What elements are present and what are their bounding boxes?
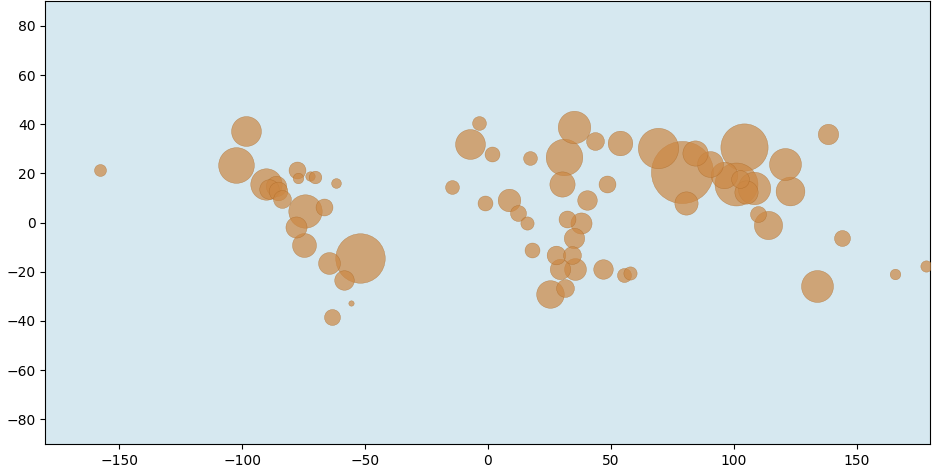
- Point: [821, 130, 836, 137]
- Point: [274, 195, 290, 203]
- Point: [702, 160, 717, 168]
- Point: [238, 128, 253, 135]
- Point: [716, 172, 731, 179]
- Point: [542, 290, 557, 298]
- Point: [329, 179, 344, 186]
- Point: [738, 188, 753, 196]
- Point: [560, 215, 575, 223]
- Point: [809, 282, 824, 289]
- Point: [588, 137, 603, 145]
- Point: [337, 276, 352, 284]
- Point: [760, 221, 776, 228]
- Point: [262, 185, 277, 192]
- Point: [523, 154, 538, 162]
- Point: [228, 161, 243, 168]
- Point: [728, 180, 744, 187]
- Point: [296, 242, 311, 249]
- Point: [617, 271, 632, 278]
- Point: [565, 251, 580, 259]
- Point: [290, 166, 305, 174]
- Point: [298, 208, 313, 215]
- Point: [510, 209, 525, 217]
- Point: [445, 183, 460, 191]
- Point: [485, 150, 500, 158]
- Point: [674, 168, 689, 176]
- Point: [324, 313, 339, 321]
- Point: [746, 184, 761, 192]
- Point: [568, 265, 583, 272]
- Point: [307, 173, 322, 181]
- Point: [525, 246, 540, 254]
- Point: [352, 254, 368, 261]
- Point: [317, 203, 332, 211]
- Point: [777, 160, 792, 168]
- Point: [92, 166, 107, 174]
- Point: [580, 197, 595, 204]
- Point: [289, 223, 304, 231]
- Point: [519, 219, 534, 227]
- Point: [732, 175, 747, 182]
- Point: [834, 234, 849, 242]
- Point: [463, 141, 478, 148]
- Point: [258, 180, 274, 188]
- Point: [321, 259, 337, 266]
- Point: [600, 181, 615, 188]
- Point: [343, 299, 358, 306]
- Point: [471, 119, 486, 127]
- Point: [918, 262, 933, 270]
- Point: [622, 269, 637, 276]
- Point: [650, 144, 666, 151]
- Point: [613, 139, 628, 147]
- Point: [566, 234, 581, 242]
- Point: [557, 284, 572, 292]
- Point: [687, 149, 702, 157]
- Point: [556, 153, 572, 160]
- Point: [549, 251, 564, 258]
- Point: [567, 123, 582, 131]
- Point: [596, 265, 611, 273]
- Point: [478, 199, 493, 207]
- Point: [679, 199, 694, 207]
- Point: [887, 270, 902, 278]
- Point: [555, 181, 570, 188]
- Point: [750, 210, 765, 217]
- Point: [303, 173, 318, 180]
- Point: [290, 174, 306, 182]
- Point: [552, 265, 567, 273]
- Point: [502, 197, 517, 204]
- Point: [573, 219, 588, 227]
- Point: [269, 182, 284, 190]
- Point: [271, 187, 286, 195]
- Point: [782, 187, 797, 195]
- Point: [737, 144, 752, 151]
